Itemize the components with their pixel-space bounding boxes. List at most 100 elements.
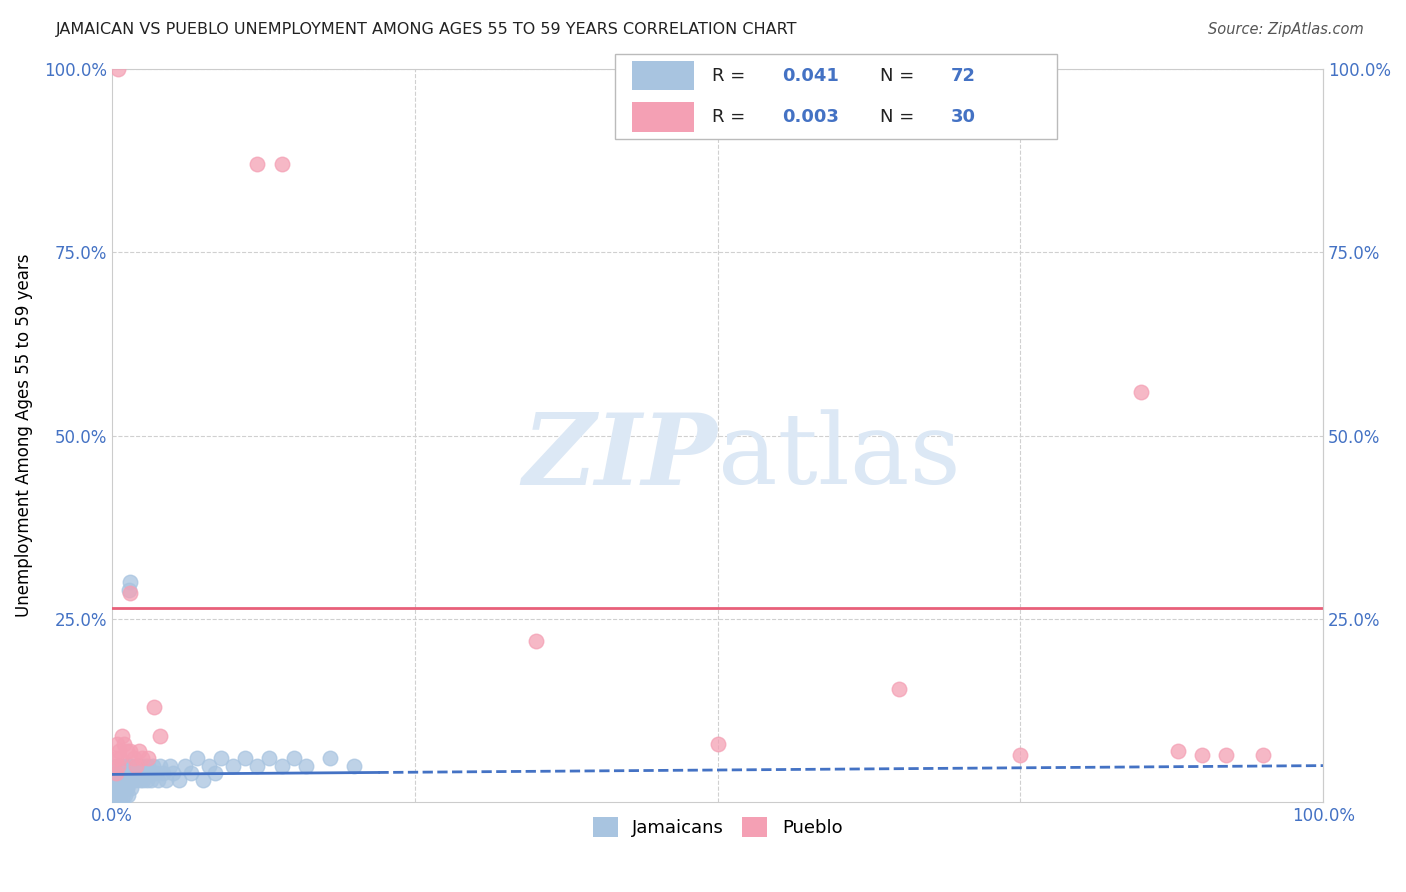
Point — [104, 773, 127, 788]
Point — [222, 758, 245, 772]
Y-axis label: Unemployment Among Ages 55 to 59 years: Unemployment Among Ages 55 to 59 years — [15, 254, 32, 617]
Point — [283, 751, 305, 765]
Point — [180, 766, 202, 780]
Point — [104, 788, 127, 802]
Point — [128, 744, 150, 758]
Point — [889, 681, 911, 696]
Point — [121, 773, 143, 788]
Point — [120, 586, 142, 600]
Point — [149, 758, 172, 772]
Point — [115, 780, 138, 795]
Point — [162, 766, 184, 780]
Point — [259, 751, 281, 765]
Point — [111, 766, 134, 780]
Point — [105, 758, 128, 772]
Point — [111, 758, 134, 772]
Point — [120, 766, 142, 780]
Point — [107, 62, 129, 76]
Point — [111, 729, 134, 743]
Point — [209, 751, 232, 765]
Point — [125, 773, 148, 788]
Point — [117, 788, 139, 802]
Point — [105, 780, 128, 795]
Point — [128, 773, 150, 788]
Point — [114, 758, 136, 772]
Point — [118, 773, 141, 788]
Point — [1215, 747, 1237, 762]
Point — [1130, 384, 1153, 399]
Point — [115, 744, 138, 758]
Text: atlas: atlas — [717, 409, 960, 506]
Point — [111, 788, 134, 802]
Point — [107, 780, 129, 795]
Point — [173, 758, 195, 772]
Text: ZIP: ZIP — [523, 409, 717, 506]
Point — [112, 780, 135, 795]
Point — [198, 758, 221, 772]
Point — [136, 751, 159, 765]
Point — [129, 758, 152, 772]
Point — [131, 766, 153, 780]
Point — [131, 751, 153, 765]
Point — [1010, 747, 1032, 762]
Point — [104, 766, 127, 780]
Point — [145, 766, 167, 780]
Point — [134, 758, 156, 772]
Point — [122, 751, 145, 765]
Point — [112, 773, 135, 788]
Point — [167, 773, 190, 788]
Point — [1191, 747, 1213, 762]
Point — [107, 758, 129, 772]
Point — [110, 773, 132, 788]
Point — [118, 582, 141, 597]
Point — [1251, 747, 1274, 762]
Point — [233, 751, 256, 765]
Point — [122, 758, 145, 772]
Point — [270, 157, 292, 171]
Point — [1167, 744, 1189, 758]
Point — [246, 157, 269, 171]
Point — [270, 758, 292, 772]
Point — [107, 788, 129, 802]
Point — [138, 766, 160, 780]
Point — [120, 575, 142, 590]
Point — [112, 737, 135, 751]
Point — [142, 758, 165, 772]
Point — [152, 766, 174, 780]
Point — [114, 788, 136, 802]
Point — [120, 780, 142, 795]
Point — [136, 773, 159, 788]
Point — [120, 758, 142, 772]
Point — [128, 766, 150, 780]
Point — [319, 751, 342, 765]
Point — [706, 737, 728, 751]
Point — [524, 634, 547, 648]
Point — [139, 773, 162, 788]
Point — [125, 758, 148, 772]
Point — [124, 766, 146, 780]
Point — [120, 744, 142, 758]
Point — [246, 758, 269, 772]
Point — [103, 766, 125, 780]
Text: JAMAICAN VS PUEBLO UNEMPLOYMENT AMONG AGES 55 TO 59 YEARS CORRELATION CHART: JAMAICAN VS PUEBLO UNEMPLOYMENT AMONG AG… — [56, 22, 797, 37]
Point — [127, 758, 149, 772]
Point — [149, 729, 172, 743]
Point — [110, 788, 132, 802]
Point — [108, 780, 131, 795]
Point — [105, 737, 128, 751]
Point — [159, 758, 181, 772]
Point — [110, 751, 132, 765]
Point — [136, 758, 159, 772]
Point — [294, 758, 316, 772]
Point — [111, 780, 134, 795]
Point — [143, 700, 166, 714]
Point — [103, 780, 125, 795]
Point — [204, 766, 226, 780]
Point — [104, 751, 127, 765]
Point — [186, 751, 208, 765]
Point — [132, 773, 155, 788]
Point — [103, 788, 125, 802]
Point — [191, 773, 214, 788]
Point — [343, 758, 366, 772]
Point — [108, 744, 131, 758]
